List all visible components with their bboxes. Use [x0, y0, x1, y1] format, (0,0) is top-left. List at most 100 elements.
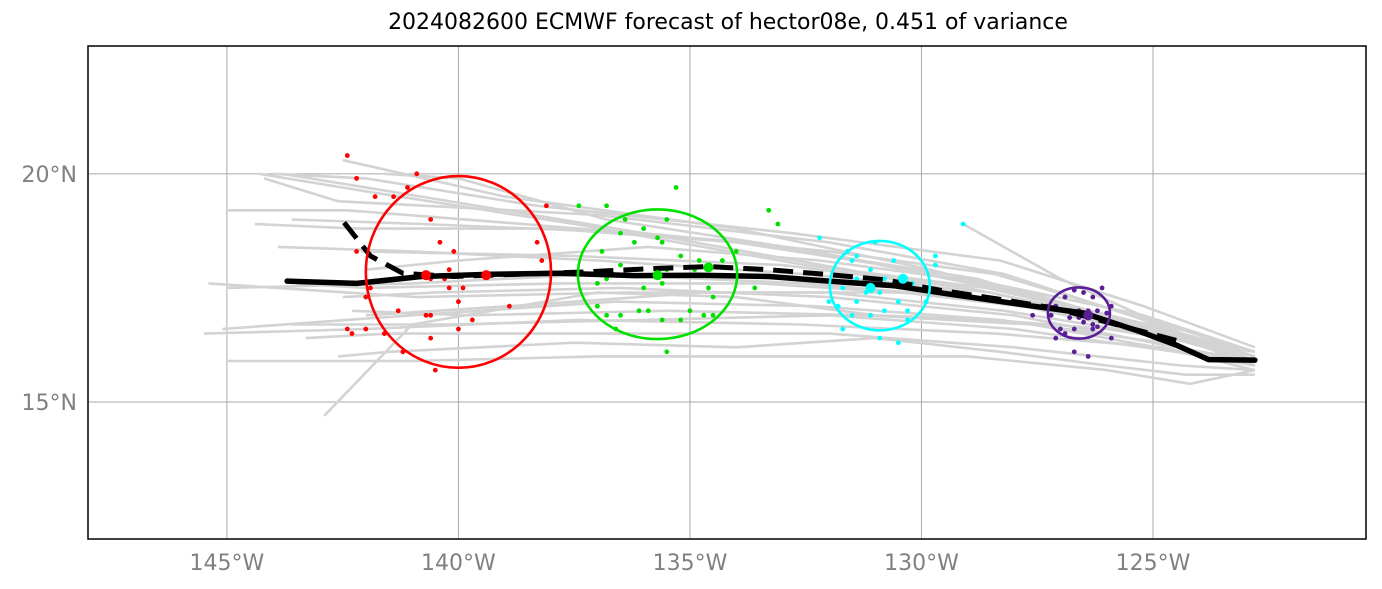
cluster-point	[349, 331, 355, 336]
cluster-center	[652, 270, 663, 281]
cluster-point	[766, 207, 772, 213]
cluster-point	[363, 326, 369, 332]
cluster-center	[865, 282, 876, 293]
cluster-point	[604, 312, 610, 318]
cluster-point	[344, 153, 350, 158]
cluster-point	[1071, 349, 1077, 355]
cluster-point	[854, 253, 860, 259]
cluster-point	[1090, 326, 1096, 332]
cluster-point	[539, 258, 545, 263]
cluster-point	[1095, 324, 1100, 330]
cluster-center	[481, 270, 492, 281]
cluster-point	[456, 326, 461, 332]
cluster-point	[678, 253, 684, 259]
cluster-point	[710, 312, 716, 318]
cluster-point	[1081, 290, 1086, 295]
cluster-point	[905, 308, 910, 314]
cluster-point	[372, 194, 378, 200]
cluster-point	[710, 294, 716, 300]
cluster-point	[868, 312, 873, 318]
cluster-point	[391, 194, 397, 200]
cluster-point	[641, 285, 647, 291]
x-tick-label: 130°W	[884, 551, 959, 576]
cluster-point	[645, 308, 651, 314]
cluster-point	[618, 262, 623, 268]
cluster-point	[1057, 326, 1063, 332]
ensemble-track	[226, 272, 1256, 363]
cluster-point	[423, 312, 429, 318]
cluster-point	[891, 258, 897, 263]
cluster-point	[395, 308, 401, 314]
cluster-point	[877, 335, 883, 341]
cluster-point	[1081, 319, 1086, 325]
cluster-point	[868, 267, 873, 273]
cluster-center	[897, 273, 908, 284]
ensemble-track	[351, 309, 1256, 367]
cluster-point	[446, 285, 452, 291]
cluster-point	[354, 249, 359, 254]
cluster-point	[1085, 354, 1091, 359]
cluster-point	[594, 303, 600, 309]
cluster-point	[1090, 322, 1096, 327]
cluster-point	[659, 239, 665, 245]
forecast-tracks	[203, 153, 1258, 417]
cluster-point	[826, 299, 832, 305]
cluster-point	[895, 299, 901, 305]
cluster-point	[678, 317, 684, 323]
cluster-point	[604, 203, 610, 209]
cluster-point	[1090, 294, 1096, 300]
cluster-point	[1099, 285, 1105, 291]
cluster-point	[414, 171, 420, 177]
cluster-point	[840, 326, 846, 332]
cluster-point	[1071, 326, 1077, 332]
ensemble-track	[263, 177, 1256, 363]
cluster-point	[428, 217, 434, 222]
cluster-point	[960, 221, 966, 227]
cluster-point	[655, 235, 660, 241]
cluster-point	[618, 230, 623, 236]
cluster-point	[817, 235, 823, 241]
axis-tick-labels: 145°W 140°W 135°W 130°W 125°W 20°N 15°N	[22, 163, 1191, 576]
cluster-point	[719, 258, 725, 263]
cluster-point	[428, 335, 434, 341]
cluster-point	[641, 226, 647, 231]
cluster-center	[421, 270, 432, 281]
cluster-point	[456, 299, 461, 305]
y-tick-label: 20°N	[22, 163, 77, 188]
cluster-point	[701, 312, 707, 318]
cluster-point	[618, 312, 623, 318]
cluster-point	[752, 285, 758, 291]
cluster-point	[636, 308, 642, 314]
cluster-point	[432, 367, 438, 373]
cluster-point	[1104, 310, 1110, 316]
cluster-point	[405, 185, 410, 190]
cluster-point	[687, 308, 693, 314]
cluster-point	[437, 239, 443, 245]
cluster-point	[877, 290, 883, 295]
cluster-point	[706, 285, 711, 291]
cluster-point	[368, 285, 373, 291]
cluster-ellipse	[364, 174, 553, 370]
cluster-point	[622, 217, 628, 222]
cluster-point	[1067, 315, 1073, 321]
cluster-point	[576, 203, 582, 209]
ensemble-track	[365, 245, 1256, 354]
cluster-point	[882, 308, 887, 314]
y-tick-label: 15°N	[22, 391, 77, 416]
cluster-point	[1030, 312, 1036, 318]
cluster-point	[854, 276, 860, 282]
cluster-point	[932, 253, 938, 259]
cluster-point	[544, 203, 549, 209]
ensemble-track	[323, 291, 1256, 417]
cluster-ellipse	[576, 208, 739, 341]
x-tick-label: 140°W	[421, 551, 496, 576]
cluster-point	[696, 258, 702, 263]
cluster-point	[1048, 312, 1054, 318]
cluster-point	[664, 349, 670, 355]
cluster-point	[1108, 335, 1114, 341]
cluster-point	[469, 317, 475, 323]
cluster-point	[664, 217, 670, 222]
chart-title: 2024082600 ECMWF forecast of hector08e, …	[388, 10, 1068, 35]
cluster-point	[446, 267, 452, 273]
